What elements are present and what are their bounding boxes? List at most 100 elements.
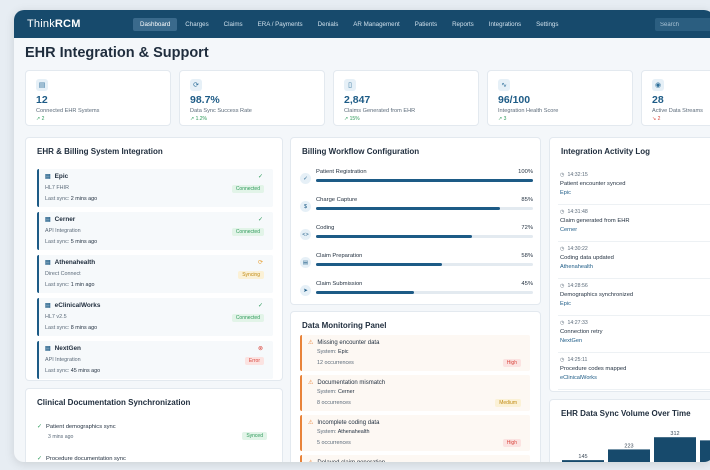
log-source[interactable]: Athenahealth: [560, 264, 593, 270]
monitor-alert-item[interactable]: ⚠ Documentation mismatch System: Cerner 8 o…: [300, 375, 530, 411]
ehr-last-sync: Last sync: 45 mins ago: [45, 368, 100, 374]
workflow-step-percent: 85%: [521, 197, 533, 203]
nav-ar-management[interactable]: AR Management: [353, 20, 400, 28]
divider: [558, 204, 710, 205]
nav-patients[interactable]: Patients: [414, 20, 438, 28]
system-label: System:: [317, 349, 337, 355]
workflow-step[interactable]: $ Charge Capture 85%: [300, 195, 533, 219]
workflow-step[interactable]: ▤ Claim Preparation 58%: [300, 251, 533, 275]
workflow-step-icon: ✓: [300, 173, 311, 184]
alert-system: System: Cerner: [317, 389, 354, 395]
nav-claims[interactable]: Claims: [223, 20, 243, 28]
last-sync-value: 2 mins ago: [70, 196, 98, 202]
status-icon: ⟳: [257, 260, 263, 266]
progress-track: [316, 235, 533, 238]
doc-sync-item[interactable]: ✓ Procedure documentation sync: [37, 455, 275, 463]
database-icon: ▤: [45, 260, 51, 266]
ehr-last-sync: Last sync: 5 mins ago: [45, 239, 97, 245]
log-source[interactable]: Epic: [560, 301, 571, 307]
ehr-system-name: ▤ NextGen: [45, 345, 81, 352]
last-sync-value: 1 min ago: [70, 282, 95, 288]
log-entry: ◷ 14:31:48 Claim generated from EHR Cerner: [558, 209, 710, 245]
log-time: ◷ 14:28:56: [560, 283, 588, 289]
status-badge: Connected: [231, 228, 264, 236]
stat-trend: ↗ 15%: [344, 116, 360, 122]
log-source[interactable]: Epic: [560, 190, 571, 196]
log-time: ◷ 14:31:48: [560, 209, 588, 215]
ehr-system-item[interactable]: ▤ eClinicalWorks HL7 v2.5 Last sync: 8 mins…: [37, 298, 273, 336]
last-sync-value: 45 mins ago: [70, 368, 101, 374]
status-badge: Connected: [231, 185, 264, 193]
log-source[interactable]: Cerner: [560, 227, 578, 233]
log-entry: ◷ 14:28:56 Demographics synchronized Epic: [558, 283, 710, 319]
workflow-step-label: Charge Capture: [316, 197, 358, 203]
stat-trend: ↗ 1.2%: [190, 116, 207, 122]
log-message: Connection retry: [560, 329, 603, 335]
monitor-alert-item[interactable]: ⚠ Incomplete coding data System: Athenahea…: [300, 415, 530, 451]
chart-data-label: 145: [578, 454, 587, 460]
database-icon: ▤: [45, 217, 51, 223]
doc-sync-title: ✓ Procedure documentation sync: [37, 455, 126, 463]
workflow-step-label: Claim Preparation: [316, 253, 363, 259]
stat-card: ⟳ 98.7% Data Sync Success Rate ↗ 1.2%: [179, 70, 325, 126]
status-icon: ⊗: [257, 346, 263, 352]
stat-trend: ↗ 3: [498, 116, 507, 122]
nav-settings[interactable]: Settings: [536, 20, 559, 28]
log-source[interactable]: NextGen: [560, 338, 583, 344]
monitor-alert-item[interactable]: ⚠ Missing encounter data System: Epic 12 oc…: [300, 335, 530, 371]
ehr-system-item[interactable]: ▤ Athenahealth Direct Connect Last sync: 1 …: [37, 255, 273, 293]
progress-fill: [316, 263, 442, 266]
severity-badge: High: [502, 359, 521, 367]
log-source[interactable]: eClinicalWorks: [560, 375, 597, 381]
progress-fill: [316, 179, 533, 182]
app-window: ThinkRCM Dashboard Charges Claims ERA / Pay…: [14, 10, 710, 462]
workflow-step[interactable]: ✓ Patient Registration 100%: [300, 167, 533, 191]
workflow-step-percent: 100%: [518, 169, 533, 175]
stat-label: Active Data Streams: [652, 108, 703, 114]
divider: [558, 352, 710, 353]
chart-bar: [700, 440, 710, 462]
ehr-system-item[interactable]: ▤ NextGen API Integration Last sync: 45 min…: [37, 341, 273, 379]
alert-title: ⚠ Documentation mismatch: [308, 379, 385, 387]
billing-workflow-panel: Billing Workflow Configuration ✓ Patient …: [290, 137, 541, 305]
nav-integrations[interactable]: Integrations: [488, 20, 522, 28]
sync-volume-chart-panel: EHR Data Sync Volume Over Time 145 223 312…: [549, 399, 710, 462]
alert-occurrences: 8 occurrences: [317, 400, 351, 406]
log-entry: ◷ 14:25:11 Procedure codes mapped eClinical…: [558, 357, 710, 393]
nav-era-payments[interactable]: ERA / Payments: [257, 20, 303, 28]
log-message: Claim generated from EHR: [560, 218, 630, 224]
alert-title: ⚠ Incomplete coding data: [308, 419, 379, 427]
nav-denials[interactable]: Denials: [317, 20, 339, 28]
workflow-step-icon: ➤: [300, 285, 311, 296]
doc-sync-item[interactable]: ✓ Patient demographics sync 3 mins ago Sync…: [37, 423, 275, 445]
workflow-step[interactable]: ➤ Claim Submission 45%: [300, 279, 533, 303]
monitor-alert-item[interactable]: ⚠ Delayed claim generation: [300, 455, 530, 462]
ehr-system-name: ▤ Epic: [45, 173, 68, 180]
log-message: Procedure codes mapped: [560, 366, 627, 372]
log-entry: ◷ 14:32:15 Patient encounter synced Epic: [558, 172, 710, 208]
progress-track: [316, 179, 533, 182]
nav-dashboard[interactable]: Dashboard: [133, 17, 178, 31]
ehr-system-item[interactable]: ▤ Epic HL7 FHIR Last sync: 2 mins ago ✓ Conne…: [37, 169, 273, 207]
workflow-step[interactable]: <> Coding 72%: [300, 223, 533, 247]
workflow-step-percent: 45%: [521, 281, 533, 287]
search-input[interactable]: [655, 18, 710, 31]
ehr-system-item[interactable]: ▤ Cerner API Integration Last sync: 5 mins …: [37, 212, 273, 250]
progress-track: [316, 207, 533, 210]
progress-fill: [316, 235, 473, 238]
doc-sync-time: 3 mins ago: [48, 434, 74, 440]
nav-charges[interactable]: Charges: [185, 20, 209, 28]
alert-title-text: Delayed claim generation: [317, 460, 385, 463]
divider: [558, 278, 710, 279]
clock-icon: ◷: [560, 283, 565, 289]
clock-icon: ◷: [560, 172, 565, 178]
logo[interactable]: ThinkRCM: [27, 18, 81, 30]
status-icon: ✓: [257, 303, 263, 309]
nav-reports[interactable]: Reports: [452, 20, 474, 28]
divider: [558, 315, 710, 316]
system-label: System:: [317, 429, 337, 435]
ehr-integration-type: API Integration: [45, 228, 81, 234]
log-entry: ◷ 14:30:22 Coding data updated Athenahealth: [558, 246, 710, 282]
system-value: Cerner: [337, 389, 355, 395]
log-time: ◷ 14:32:15: [560, 172, 588, 178]
